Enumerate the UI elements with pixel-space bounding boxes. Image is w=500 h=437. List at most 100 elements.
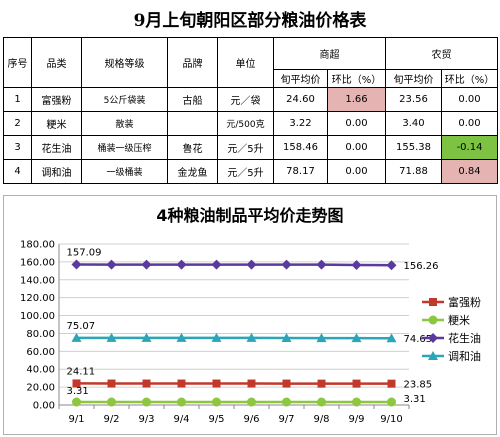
cell-supermarket-avg: 24.60	[273, 87, 328, 112]
legend-marker	[428, 351, 438, 360]
data-point	[387, 397, 396, 407]
data-point	[71, 332, 82, 342]
cell-category: 调和油	[31, 159, 82, 184]
data-point	[176, 259, 187, 270]
data-label-end: 74.65	[404, 334, 433, 345]
header-farmers-avg: 旬平均价	[385, 69, 442, 88]
cell-category: 粳米	[31, 111, 82, 136]
cell-farmers-mom: 0.00	[441, 87, 498, 112]
cell-supermarket-avg: 158.46	[273, 135, 328, 160]
data-label-start: 3.31	[67, 386, 89, 397]
cell-spec: 一级桶装	[81, 159, 168, 184]
data-point	[316, 259, 327, 270]
legend-marker	[428, 333, 438, 343]
data-point	[246, 259, 257, 270]
data-point	[177, 397, 186, 407]
cell-farmers-avg: 71.88	[385, 159, 442, 184]
cell-unit: 元／5升	[217, 159, 274, 184]
data-point	[386, 260, 397, 271]
legend-label: 花生油	[448, 331, 481, 345]
cell-farmers-mom: -0.14	[441, 135, 498, 160]
cell-unit: 元/500克	[217, 111, 274, 136]
data-point	[142, 397, 151, 407]
table-row: 4 调和油 一级桶装 金龙鱼 元／5升 78.17 0.00 71.88 0.8…	[3, 159, 498, 184]
data-point	[107, 379, 116, 388]
data-point	[352, 397, 361, 407]
y-tick-label: 40.00	[26, 365, 55, 376]
y-tick-label: 180.00	[20, 240, 55, 251]
data-point	[247, 397, 256, 407]
cell-supermarket-avg: 3.22	[273, 111, 328, 136]
cell-supermarket-mom: 0.00	[327, 159, 386, 184]
cell-farmers-mom: 0.84	[441, 159, 498, 184]
header-brand: 品牌	[167, 37, 218, 88]
legend-label: 调和油	[448, 349, 481, 363]
data-label-end: 156.26	[404, 261, 439, 272]
data-point	[247, 379, 256, 388]
cell-supermarket-mom: 0.00	[327, 135, 386, 160]
y-tick-label: 80.00	[26, 329, 55, 340]
cell-category: 花生油	[31, 135, 82, 160]
header-seq: 序号	[3, 37, 32, 88]
cell-farmers-avg: 155.38	[385, 135, 442, 160]
cell-seq: 3	[3, 135, 32, 160]
cell-farmers-avg: 23.56	[385, 87, 442, 112]
legend-label: 粳米	[448, 313, 470, 327]
data-point	[107, 397, 116, 407]
data-point	[212, 379, 221, 388]
data-label-start: 157.09	[67, 247, 102, 258]
data-point	[142, 379, 151, 388]
cell-farmers-avg: 3.40	[385, 111, 442, 136]
cell-unit: 元／袋	[217, 87, 274, 112]
x-tick-label: 9/3	[138, 414, 154, 425]
y-tick-label: 160.00	[20, 257, 55, 268]
cell-unit: 元／5升	[217, 135, 274, 160]
cell-supermarket-mom: 1.66	[327, 87, 386, 112]
cell-farmers-mom: 0.00	[441, 111, 498, 136]
x-tick-label: 9/8	[313, 414, 329, 425]
x-tick-label: 9/1	[68, 414, 84, 425]
cell-spec: 5公斤袋装	[81, 87, 168, 112]
page-title: 9月上旬朝阳区部分粮油价格表	[133, 11, 367, 31]
cell-spec: 散装	[81, 111, 168, 136]
x-tick-label: 9/6	[243, 414, 259, 425]
cell-category: 富强粉	[31, 87, 82, 112]
header-farmers: 农贸	[385, 37, 498, 70]
cell-brand	[167, 111, 218, 136]
data-point	[71, 259, 82, 270]
cell-spec: 桶装一级压榨	[81, 135, 168, 160]
cell-brand: 鲁花	[167, 135, 218, 160]
x-tick-label: 9/2	[103, 414, 119, 425]
data-point	[351, 260, 362, 271]
chart-container: 4种粮油制品平均价走势图 0.00 20.00 40.00 60.00 80.00 100.…	[3, 195, 497, 435]
table-row: 2 粳米 散装 元/500克 3.22 0.00 3.40 0.00	[3, 111, 498, 136]
header-farmers-mom: 环比（%）	[441, 69, 498, 88]
cell-brand: 金龙鱼	[167, 159, 218, 184]
data-point	[387, 379, 396, 388]
cell-seq: 2	[3, 111, 32, 136]
data-label-start: 24.11	[67, 366, 96, 377]
table-row: 1 富强粉 5公斤袋装 古船 元／袋 24.60 1.66 23.56 0.00	[3, 87, 498, 112]
data-point	[352, 379, 361, 388]
data-point	[317, 379, 326, 388]
header-supermarket: 商超	[273, 37, 386, 70]
data-point	[141, 332, 152, 342]
data-label-end: 23.85	[404, 380, 433, 391]
price-table: 序号 品类 规格等级 品牌 单位 商超 农贸 旬平均价 环比（%） 旬平均价 环…	[3, 37, 498, 184]
y-tick-label: 100.00	[20, 311, 55, 322]
data-point	[106, 259, 117, 270]
line-chart: 4种粮油制品平均价走势图 0.00 20.00 40.00 60.00 80.00 100.…	[20, 206, 481, 425]
cell-supermarket-avg: 78.17	[273, 159, 328, 184]
data-point	[141, 259, 152, 270]
data-point	[211, 332, 222, 342]
data-point	[282, 379, 291, 388]
x-tick-label: 9/10	[380, 414, 402, 425]
data-point	[282, 397, 291, 407]
legend-label: 富强粉	[448, 295, 481, 309]
cell-seq: 4	[3, 159, 32, 184]
data-point	[106, 332, 117, 342]
data-point	[246, 332, 257, 342]
data-point	[317, 397, 326, 407]
data-label-start: 75.07	[67, 321, 96, 332]
header-unit: 单位	[217, 37, 274, 88]
